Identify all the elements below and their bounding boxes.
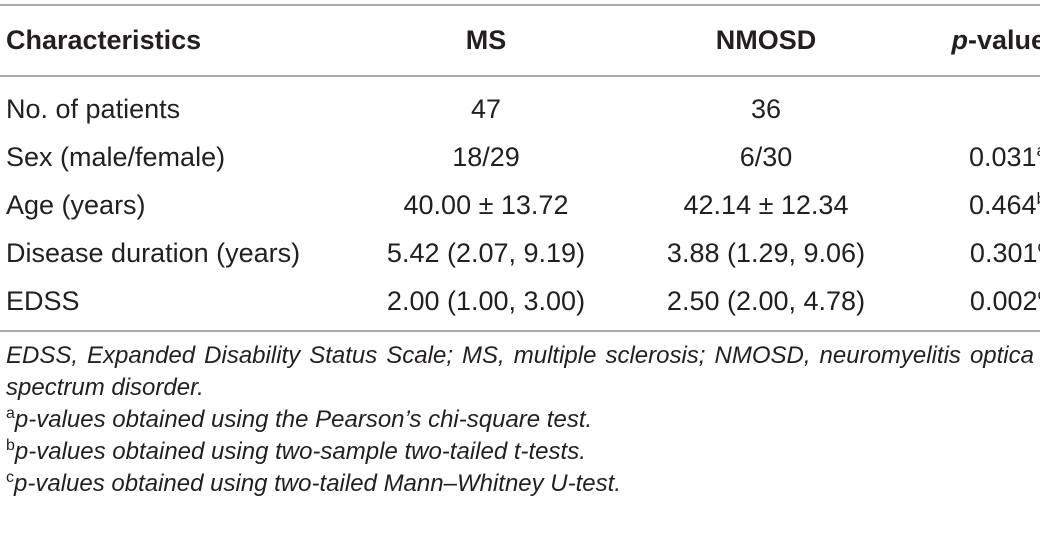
header-pvalue-p: p bbox=[951, 25, 968, 55]
p-value: 0.301c bbox=[896, 229, 1040, 277]
ms-value: 2.00 (1.00, 3.00) bbox=[386, 285, 586, 316]
row-label: Disease duration (years) bbox=[6, 237, 301, 268]
footnote-mark: c bbox=[1038, 237, 1040, 256]
header-ms: MS bbox=[465, 25, 507, 55]
footnote-text: p-values obtained using two-tailed Mann–… bbox=[14, 470, 621, 497]
p-value-number: 0.031 bbox=[968, 141, 1037, 172]
row-label: EDSS bbox=[6, 285, 80, 316]
footnote-mark: b bbox=[6, 437, 15, 454]
header-pvalue-rest: -value bbox=[967, 25, 1040, 55]
header-rule bbox=[0, 75, 1040, 77]
table-row: Age (years) 40.00 ± 13.72 42.14 ± 12.34 … bbox=[0, 181, 1040, 229]
footnote-text: p-values obtained using two-sample two-t… bbox=[14, 438, 586, 465]
table-notes: EDSS, Expanded Disability Status Scale; … bbox=[6, 340, 1034, 500]
row-label: No. of patients bbox=[6, 93, 181, 124]
ms-value: 40.00 ± 13.72 bbox=[403, 189, 569, 220]
footnote-mark: a bbox=[6, 405, 15, 422]
footnote-a: ap-values obtained using the Pearson’s c… bbox=[6, 404, 1034, 436]
top-rule bbox=[0, 4, 1040, 6]
table-row: EDSS 2.00 (1.00, 3.00) 2.50 (2.00, 4.78)… bbox=[0, 277, 1040, 325]
table-row: Disease duration (years) 5.42 (2.07, 9.1… bbox=[0, 229, 1040, 277]
p-value: 0.031a bbox=[896, 133, 1040, 181]
table-row: Sex (male/female) 18/29 6/30 0.031a bbox=[0, 133, 1040, 181]
nmosd-value: 36 bbox=[750, 93, 782, 124]
footnote-text: p-values obtained using the Pearson’s ch… bbox=[14, 406, 593, 433]
footnote-b: bp-values obtained using two-sample two-… bbox=[6, 436, 1034, 468]
header-characteristics: Characteristics bbox=[6, 25, 202, 55]
ms-value: 47 bbox=[470, 93, 502, 124]
p-value-number: 0.464 bbox=[968, 189, 1037, 220]
header-pvalue: p-value bbox=[896, 6, 1040, 75]
p-value: 0.464b bbox=[896, 181, 1040, 229]
footnote-mark: c bbox=[6, 469, 14, 486]
nmosd-value: 6/30 bbox=[739, 141, 793, 172]
p-value: 0.002c bbox=[896, 277, 1040, 325]
header-row: Characteristics MS NMOSD p-value bbox=[0, 6, 1040, 75]
ms-value: 5.42 (2.07, 9.19) bbox=[386, 237, 586, 268]
bottom-rule bbox=[0, 330, 1040, 332]
ms-value: 18/29 bbox=[452, 141, 520, 172]
footnote-mark: b bbox=[1037, 189, 1040, 208]
footnote-mark: c bbox=[1038, 285, 1040, 304]
characteristics-table: Characteristics MS NMOSD p-value No. of … bbox=[0, 6, 1040, 325]
abbreviations-note: EDSS, Expanded Disability Status Scale; … bbox=[6, 342, 1034, 401]
p-value-number: 0.002 bbox=[969, 285, 1038, 316]
nmosd-value: 3.88 (1.29, 9.06) bbox=[666, 237, 866, 268]
footnote-mark: a bbox=[1037, 141, 1040, 160]
p-value-number: 0.301 bbox=[969, 237, 1038, 268]
nmosd-value: 2.50 (2.00, 4.78) bbox=[666, 285, 866, 316]
p-value bbox=[896, 75, 1040, 133]
row-label: Age (years) bbox=[6, 189, 146, 220]
table-row: No. of patients 47 36 bbox=[0, 75, 1040, 133]
footnote-c: cp-values obtained using two-tailed Mann… bbox=[6, 468, 1034, 500]
row-label: Sex (male/female) bbox=[6, 141, 226, 172]
header-nmosd: NMOSD bbox=[715, 25, 817, 55]
nmosd-value: 42.14 ± 12.34 bbox=[683, 189, 849, 220]
